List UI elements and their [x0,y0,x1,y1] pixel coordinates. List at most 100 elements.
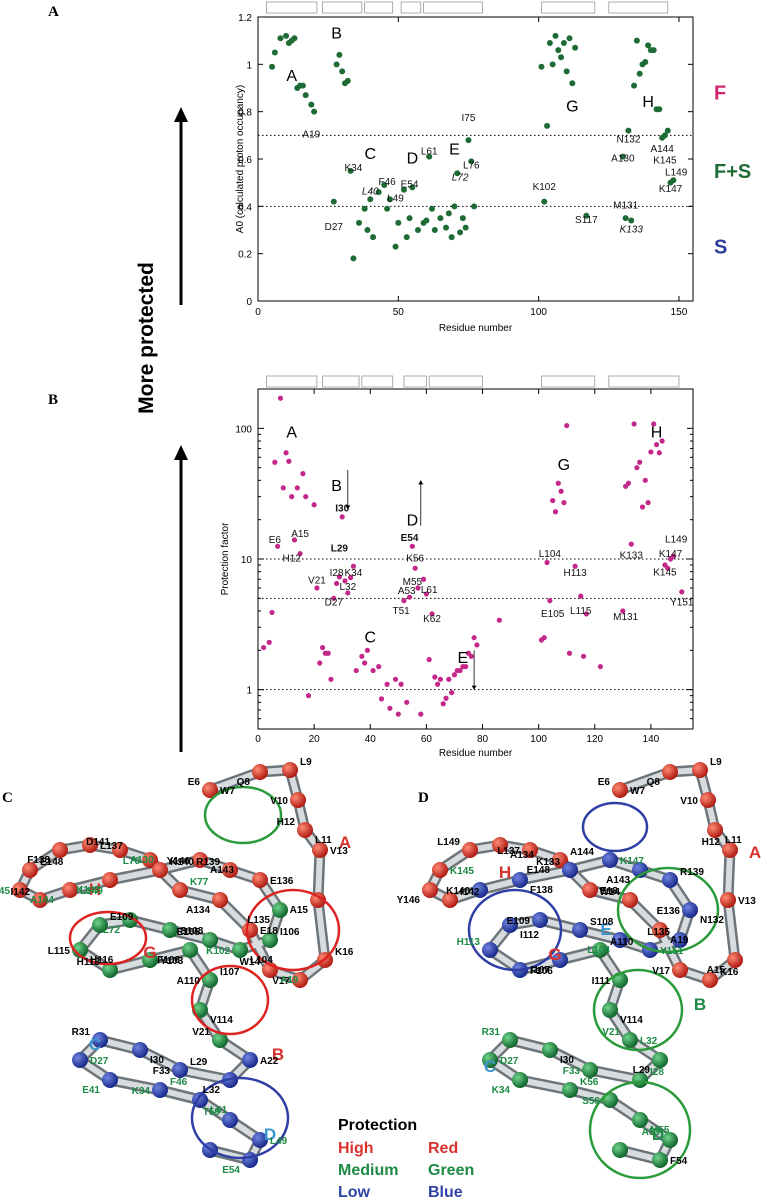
point-label: Y151 [670,598,694,609]
data-point [474,642,480,648]
residue-label: V13 [738,896,756,907]
residue-sphere [562,862,578,878]
data-point [620,608,626,614]
data-point [566,35,573,42]
residue-sphere [492,837,508,853]
data-point [538,63,545,70]
helix-segment [608,1,669,14]
data-point [333,580,340,587]
residue-label: A130 [130,855,154,866]
region-outline [467,888,563,972]
structure-helix-label: C [484,1057,496,1076]
data-point [311,502,317,508]
x-tick-label: 0 [255,307,261,318]
region-outline [190,1076,290,1160]
residue-label: K102 [206,946,230,957]
data-point [384,205,391,212]
legend-level: Medium [338,1162,398,1179]
residue-sphere [72,942,88,958]
point-label: L149 [665,534,688,545]
protection-arrow-bottom [174,445,188,752]
data-point [560,40,567,47]
data-point [414,227,421,233]
residue-sphere [92,1032,108,1048]
residue-label: A15 [290,905,309,916]
residue-sphere [242,1052,258,1068]
residue-label: A144 [570,847,594,858]
structure-helix-label: B [694,995,706,1014]
point-label: N132 [616,134,640,145]
residue-label: E148 [40,857,64,868]
residue-label: F106 [157,955,180,966]
residue-label: L104 [250,955,273,966]
data-point [406,594,413,600]
residue-sphere [602,1002,618,1018]
residue-label: R31 [72,1027,91,1038]
point-label: L29 [331,544,349,555]
residue-sphere [512,872,528,888]
residue-sphere [572,922,588,938]
residue-label: F138 [530,885,553,896]
structure-helix-label: H [499,863,511,882]
residue-label: H113 [457,937,481,948]
data-point [580,653,587,659]
residue-sphere [592,942,608,958]
data-point [376,664,382,670]
data-point [275,543,281,549]
data-point [679,589,685,595]
data-point [423,591,429,597]
x-tick-label: 150 [671,307,688,318]
data-point [558,54,565,61]
helix-segment [400,1,422,14]
data-point [583,611,589,617]
data-point [656,450,662,456]
residue-sphere [482,1052,498,1068]
residue-label: E109 [507,916,531,927]
data-point [356,219,363,226]
x-tick-label: 0 [255,734,261,745]
data-point [642,58,649,65]
data-point [350,563,357,569]
data-point [541,635,547,641]
data-point [404,699,410,705]
residue-sphere [172,882,188,898]
residue-label: K147 [76,885,100,896]
data-point [370,667,376,674]
x-tick-label: 100 [530,307,547,318]
residue-sphere [582,882,598,898]
data-point [289,494,295,500]
residue-label: K16 [720,967,739,978]
residue-label: L49 [270,1136,288,1147]
arrow-b-head [345,505,351,510]
residue-label: T59 [203,1107,221,1118]
point-label: E6 [269,535,282,546]
residue-sphere [282,762,298,778]
residue-label: I28 [650,1067,664,1078]
data-point [266,639,272,646]
y-axis-label: A0 (calculated proton occupancy) [235,85,246,233]
residue-label: I111 [592,976,611,987]
residue-label: I107 [220,967,240,978]
panel-label-d: D [418,790,429,806]
chart-a-occupancy: 0 0.2 0.4 0.6 0.8 1 1.2 0 50 100 150 Residue number… [235,1,751,334]
data-point [361,205,368,212]
data-point [415,585,421,591]
data-point [398,681,404,687]
residue-label: W14 [239,957,260,968]
region-outline [581,801,649,853]
residue-sphere [562,1082,578,1098]
data-point [451,203,458,210]
residue-sphere [252,872,268,888]
panel-label-b: B [48,392,58,408]
residue-label: V114 [210,1015,233,1026]
region-outline [616,866,720,954]
point-label: A53 [398,586,416,597]
point-label: A144 [650,144,674,155]
data-point [465,137,472,144]
point-label: M131 [613,612,638,623]
data-point [558,488,564,494]
residue-sphere [202,972,218,988]
data-point [271,49,278,56]
residue-sphere [727,952,743,968]
helix-segment [541,1,596,14]
